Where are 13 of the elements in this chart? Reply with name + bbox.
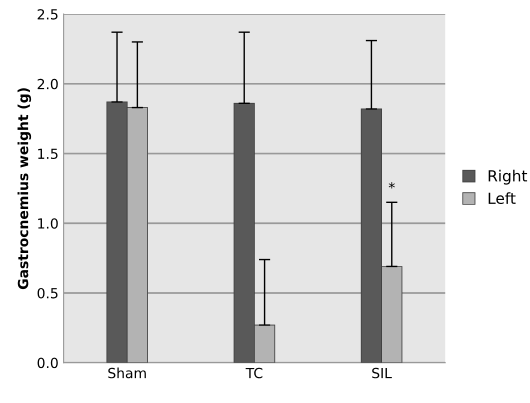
- x-tick-label: TC: [246, 368, 262, 378]
- x-tick-label: SIL: [372, 368, 392, 378]
- y-tick-label: 0.0: [38, 358, 58, 368]
- annotation: *: [388, 182, 395, 189]
- y-tick-label: 2.0: [38, 78, 58, 90]
- y-tick-label: 2.5: [38, 9, 58, 20]
- y-tick-label: 1.5: [38, 148, 58, 160]
- legend-label: Right: [488, 170, 528, 185]
- y-axis-title: Gastrocnemius weight (g): [18, 88, 32, 290]
- legend-label: Left: [488, 192, 516, 204]
- y-tick-label: 1.0: [38, 218, 58, 229]
- y-tick-label: 0.5: [38, 288, 58, 298]
- x-tick-label: Sham: [108, 368, 146, 378]
